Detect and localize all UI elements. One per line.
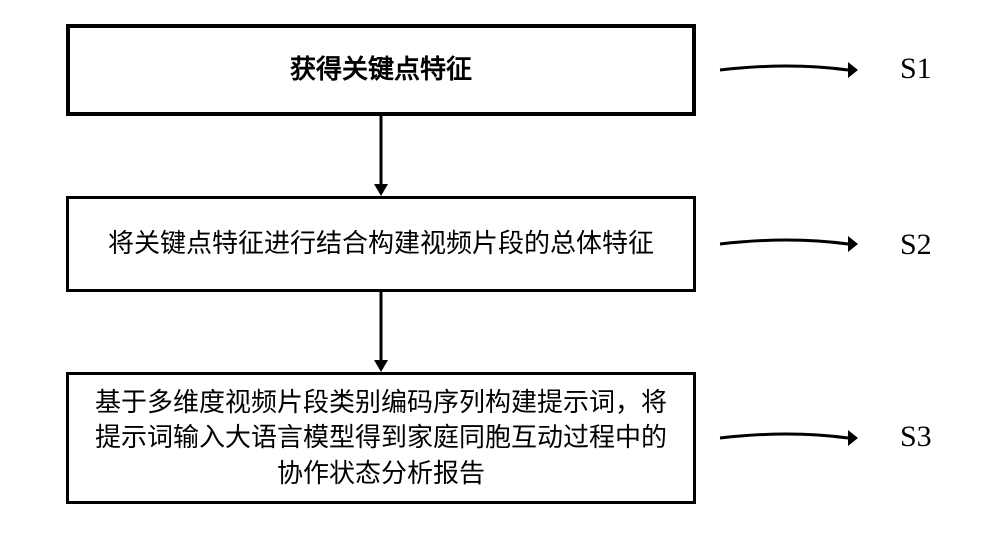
step-text-s2: 将关键点特征进行结合构建视频片段的总体特征 xyxy=(108,226,654,261)
step-box-s2: 将关键点特征进行结合构建视频片段的总体特征 xyxy=(66,196,696,292)
step-label-s3: S3 xyxy=(900,420,932,454)
step-label-s1: S1 xyxy=(900,52,932,86)
step-text-s1: 获得关键点特征 xyxy=(290,52,472,87)
step-text-s3: 基于多维度视频片段类别编码序列构建提示词，将提示词输入大语言模型得到家庭同胞互动… xyxy=(83,385,679,490)
step-box-s3: 基于多维度视频片段类别编码序列构建提示词，将提示词输入大语言模型得到家庭同胞互动… xyxy=(66,372,696,504)
step-label-s2: S2 xyxy=(900,228,932,262)
step-box-s1: 获得关键点特征 xyxy=(66,24,696,116)
